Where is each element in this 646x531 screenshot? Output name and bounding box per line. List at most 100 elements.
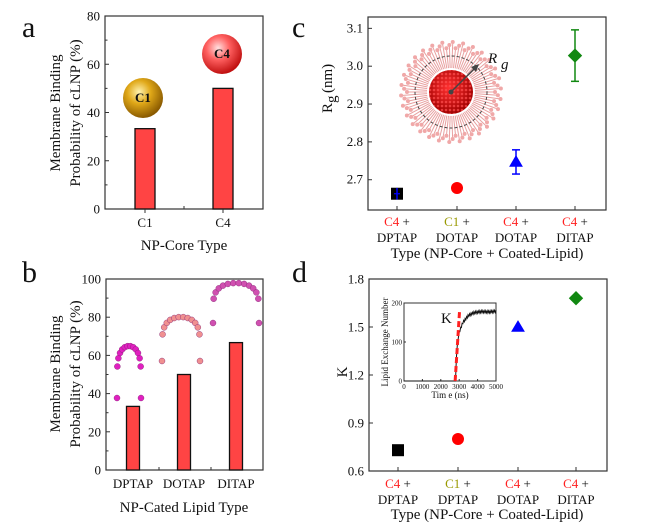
bar-c1 (134, 128, 156, 210)
lipid-label: DITAP (556, 230, 593, 245)
lipid-strand (448, 45, 451, 69)
rg-dashed-circle (414, 55, 488, 129)
lipid-head (410, 122, 415, 127)
lipid-strand (457, 114, 466, 135)
lipid-head (404, 106, 409, 111)
lipid-strand (448, 115, 451, 142)
lipid-strand (459, 114, 471, 139)
lipid-head (435, 48, 440, 53)
y-tick-label: 20 (88, 424, 101, 439)
marker-circle (451, 182, 463, 195)
lipid-head (420, 52, 425, 57)
lipid-head (489, 72, 494, 77)
lipid-strand (453, 115, 457, 136)
y-axis-title-unit: (nm) (320, 64, 336, 93)
sphere-icon-c1 (123, 78, 163, 118)
lipid-head (421, 48, 426, 53)
lipid-head (444, 133, 449, 138)
lipid-head (427, 128, 431, 133)
lipid-head (492, 99, 497, 104)
lipid-bead (235, 279, 242, 287)
lipid-bead (196, 357, 204, 365)
lipid-strand (421, 58, 436, 75)
lipid-head (399, 93, 404, 98)
lipid-bead (224, 280, 232, 288)
lipid-head (485, 120, 490, 125)
inset-chart: 0 1000 2000 3000 4000 5000 0 100 200 K Tim e (ns) L… (380, 298, 504, 400)
lipid-head (466, 46, 471, 51)
lipid-label: DOTAP (495, 230, 537, 245)
lipid-bead (210, 295, 217, 302)
x-tick-label-1: C1 + (444, 214, 470, 229)
lipid-head (478, 122, 483, 127)
inset-y-tick-label: 200 (392, 300, 403, 308)
y-tick-label: 60 (88, 348, 101, 363)
lipid-head (482, 57, 487, 62)
lipid-head (399, 83, 404, 88)
lipid-head (487, 57, 492, 62)
lipid-head (490, 112, 495, 117)
inset-frame (403, 302, 497, 382)
lipid-strand (415, 105, 432, 119)
lipid-strand (436, 114, 445, 135)
x-tick-label-3: C4 + (562, 214, 588, 229)
x-axis-title: NP-Core Type (141, 238, 228, 254)
lipid-head (427, 134, 432, 139)
plus-label: + (399, 214, 410, 229)
lipid-strand (414, 56, 435, 76)
marker-diamond (568, 291, 584, 306)
lipid-bead (209, 319, 217, 327)
lipid-head (492, 80, 497, 85)
plus-label: + (400, 476, 411, 491)
plus-label: + (459, 214, 470, 229)
lipid-head (428, 47, 433, 52)
lipid-head (444, 46, 449, 51)
lipid-strand (461, 46, 474, 71)
lipid-bead (115, 355, 122, 362)
lipid-head (457, 43, 462, 48)
lipid-strand (469, 59, 490, 77)
lipid-head (405, 80, 410, 85)
plus-label: + (577, 214, 588, 229)
lipid-strand (462, 112, 474, 131)
inset-line-series (404, 308, 497, 382)
core-label: C1 (445, 476, 460, 491)
lipid-head (430, 43, 435, 48)
lipid-strand (473, 77, 500, 86)
lipid-head (440, 136, 445, 141)
lipid-bead (255, 319, 263, 327)
lipid-strand (451, 42, 454, 69)
lipid-strand (454, 115, 461, 142)
lipid-bead (137, 394, 145, 402)
panel-a-chart: 0 20 40 60 80 C1 C4 C1 C4 NP-Core Type Membrane Bi… (48, 9, 264, 254)
lipid-strand (414, 61, 433, 77)
core-label: C4 (562, 214, 578, 229)
y-tick-label: 80 (88, 310, 101, 325)
x-tick-label: DOTAP (163, 476, 205, 491)
y-tick-label: 20 (87, 153, 100, 168)
lipid-label: DOTAP (497, 492, 539, 507)
lipid-head (460, 135, 465, 140)
x-tick-label-2: C4 + (505, 476, 531, 491)
y-tick-label: 0 (94, 202, 101, 217)
marker-square (392, 444, 404, 457)
lipid-head (422, 128, 427, 133)
lipid-head (403, 77, 408, 82)
lipid-head (478, 57, 483, 62)
lipid-strand (473, 99, 499, 110)
lipid-strand (431, 45, 443, 70)
x-tick-label-0: C4 + (384, 214, 410, 229)
y-tick-label: 2.9 (347, 96, 363, 111)
lipid-head (413, 64, 418, 69)
lipid-head (415, 122, 420, 127)
x-axis-title: Type (NP-Core + Coated-Lipid) (391, 246, 584, 262)
x-tick-label: C1 (137, 215, 152, 230)
lipid-head (469, 132, 474, 137)
lipid-strand (470, 65, 487, 79)
lipid-strand (401, 84, 428, 90)
inset-x-tick-label: 2000 (434, 383, 449, 391)
lipid-head (471, 51, 475, 56)
lipid-bead (255, 295, 262, 302)
lipid-strand (445, 115, 449, 136)
lipid-head (471, 128, 475, 133)
